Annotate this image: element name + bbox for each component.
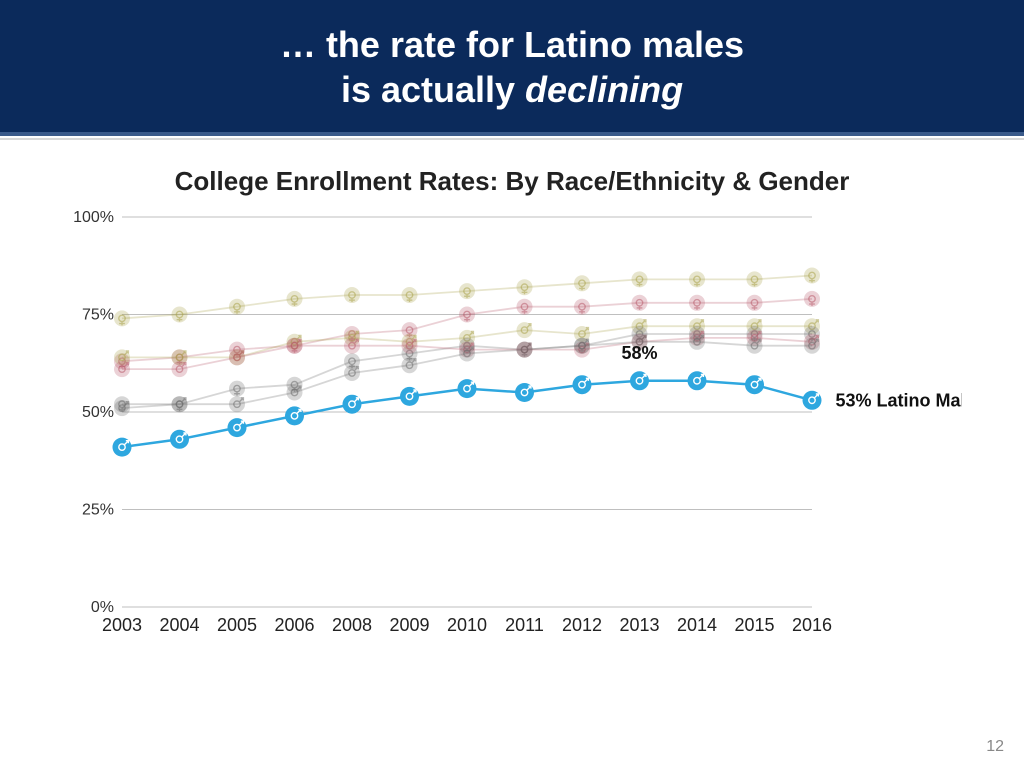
title-line2-prefix: is actually bbox=[341, 69, 525, 110]
svg-text:2015: 2015 bbox=[734, 615, 774, 635]
svg-text:50%: 50% bbox=[82, 404, 114, 421]
svg-text:58%: 58% bbox=[621, 343, 657, 363]
title-line2-em: declining bbox=[525, 69, 683, 110]
svg-text:75%: 75% bbox=[82, 307, 114, 324]
svg-text:2013: 2013 bbox=[619, 615, 659, 635]
svg-text:100%: 100% bbox=[73, 209, 114, 226]
svg-text:2004: 2004 bbox=[159, 615, 199, 635]
svg-text:53% Latino Male: 53% Latino Male bbox=[836, 390, 963, 410]
svg-text:2003: 2003 bbox=[102, 615, 142, 635]
title-line1: … the rate for Latino males bbox=[280, 24, 744, 65]
svg-text:2005: 2005 bbox=[217, 615, 257, 635]
svg-text:2009: 2009 bbox=[389, 615, 429, 635]
svg-text:25%: 25% bbox=[82, 502, 114, 519]
svg-text:2012: 2012 bbox=[562, 615, 602, 635]
page-number: 12 bbox=[986, 738, 1004, 756]
svg-text:2006: 2006 bbox=[274, 615, 314, 635]
svg-text:2010: 2010 bbox=[447, 615, 487, 635]
chart-subtitle: College Enrollment Rates: By Race/Ethnic… bbox=[0, 166, 1024, 197]
slide-header: … the rate for Latino males is actually … bbox=[0, 0, 1024, 136]
svg-text:2008: 2008 bbox=[332, 615, 372, 635]
header-divider bbox=[0, 138, 1024, 140]
enrollment-line-chart: 0% 25% 50% 75% 100% 2003 2004 2005 2006 2008 2009 2… bbox=[62, 207, 962, 647]
chart-svg: 0% 25% 50% 75% 100% 2003 2004 2005 2006 2008 2009 2… bbox=[62, 207, 962, 647]
svg-text:2014: 2014 bbox=[677, 615, 717, 635]
slide-title: … the rate for Latino males is actually … bbox=[0, 22, 1024, 112]
svg-text:2016: 2016 bbox=[792, 615, 832, 635]
svg-text:2011: 2011 bbox=[505, 615, 544, 635]
svg-text:0%: 0% bbox=[91, 599, 114, 616]
